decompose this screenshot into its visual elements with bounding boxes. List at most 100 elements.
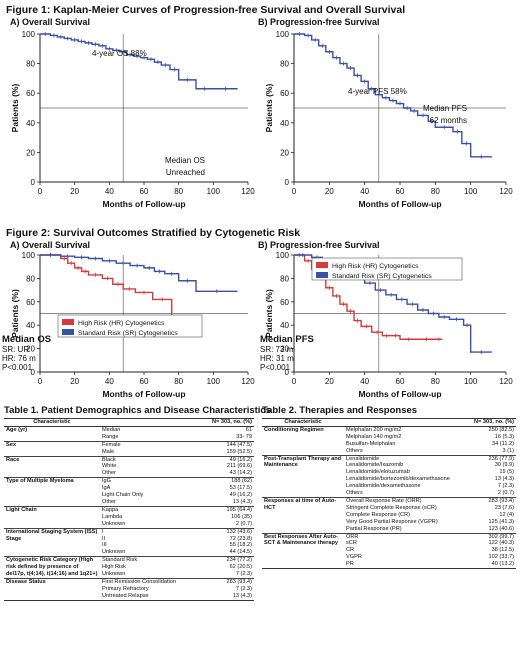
row-value: 2 (0.7) (235, 520, 252, 527)
legend-swatch (62, 329, 74, 335)
x-tick-label: 0 (38, 187, 43, 196)
table-row: Disease Status First Remission Consolidat… (4, 577, 254, 601)
y-axis-label: Patients (%) (10, 84, 20, 133)
row-label: VGPR (346, 554, 362, 561)
row-category: Disease Status (4, 577, 100, 601)
row-category: Sex (4, 440, 100, 457)
x-tick-label: 0 (38, 377, 43, 386)
x-axis-label: Months of Follow-up (358, 389, 441, 399)
y-axis-label: Patients (%) (264, 289, 274, 338)
table-row: Age (yr) Median 61 (4, 425, 254, 442)
row-value: 62 (20.5) (229, 564, 252, 571)
y-tick-label: 20 (280, 148, 289, 157)
row-label: Standard Risk (100, 556, 199, 565)
x-tick-label: 100 (207, 377, 221, 386)
row-value: 49 (16.2) (229, 492, 252, 499)
row-value: 283 (93.4) (198, 577, 254, 586)
table-row: Light Chain Only 49 (16.2) (4, 492, 254, 499)
row-value: 13 (4.3) (494, 476, 514, 483)
chart-annotation: Median PFS (423, 104, 467, 113)
chart-overall-survival-by-cytogenetics: 0 20 40 60 80 100 0 20 40 60 80 100 120 Months of Fol… (2, 251, 255, 399)
x-tick-label: 60 (396, 377, 405, 386)
row-value: 43 (14.2) (229, 470, 252, 477)
legend-swatch (316, 272, 328, 278)
y-axis-label: Patients (%) (264, 84, 274, 133)
table-row: Busulfan-Melphalan 34 (11.2) (262, 441, 516, 448)
legend-label: Standard Risk (SR) Cytogenetics (332, 273, 432, 280)
figure-2-panel-b-title: B) Progression-free Survival (258, 240, 380, 250)
legend-label: High Risk (HR) Cytogenetics (332, 263, 419, 270)
table-row: Responses at time of Auto-HCT Overall Res… (262, 496, 516, 533)
table-row: PR 40 (13.2) (262, 561, 516, 568)
row-value: 38 (12.5) (491, 547, 514, 554)
row-value: 40 (13.2) (491, 561, 514, 568)
row-label: Overall Response Rate (ORR) (344, 496, 467, 505)
row-value: 102 (33.7) (488, 554, 515, 561)
y-tick-label: 40 (280, 119, 289, 128)
row-value: 250 (82.5) (466, 425, 516, 434)
row-label: Lenalidomide (344, 454, 467, 463)
table-row: Very Good Partial Response (VGPR) 125 (41… (262, 519, 516, 526)
figure-2-panel-a-title: A) Overall Survival (10, 240, 91, 250)
row-value: 13 (4.3) (232, 498, 252, 505)
table-header-row: Characteristic N= 303, no. (%) (4, 418, 254, 427)
row-value: 122 (40.3) (488, 540, 515, 547)
x-tick-label: 40 (105, 187, 114, 196)
figure-1-panel-b-title: B) Progression-free Survival (258, 17, 380, 27)
row-value: 15 (5) (499, 469, 514, 476)
table-row: Primary Refractory 7 (2.3) (4, 586, 254, 593)
table-row: III 55 (18.2) (4, 542, 254, 549)
row-label: Melphalan 140 mg/m2 (346, 433, 402, 440)
row-label: Range (102, 433, 119, 440)
chart-annotation: SR: UR (2, 345, 29, 354)
x-tick-label: 120 (241, 377, 255, 386)
row-label: White (102, 463, 117, 470)
row-value: 55 (18.2) (229, 542, 252, 549)
row-label: Unknown (102, 520, 126, 527)
table-row: Sex Female 144 (47.5) (4, 440, 254, 457)
column-header (344, 418, 467, 427)
y-tick-label: 80 (280, 60, 289, 69)
row-value: 12 (4) (499, 511, 514, 518)
y-tick-label: 0 (31, 178, 36, 187)
row-label: Untreated Relapse (102, 592, 149, 599)
row-category: International Staging System (ISS) Stage (4, 527, 100, 557)
row-category: Type of Multiple Myeloma (4, 477, 100, 507)
x-tick-label: 60 (396, 187, 405, 196)
row-value: 34 (11.2) (492, 440, 514, 447)
row-label: Unknown (102, 571, 126, 578)
table-row: Light Chain Kappa 195 (64.4) (4, 505, 254, 529)
x-tick-label: 100 (464, 187, 478, 196)
table-row: Best Responses After Auto-SCT & Maintena… (262, 532, 516, 569)
row-label: Melphalan 200 mg/m2 (344, 425, 467, 434)
survival-curve-1 (40, 254, 186, 323)
row-value: 236 (77.9) (466, 454, 516, 463)
table-row: Range 33- 79 (4, 434, 254, 441)
row-label: ORR (344, 532, 467, 541)
y-tick-label: 80 (26, 60, 35, 69)
x-tick-label: 80 (431, 187, 440, 196)
row-value: 49 (16.2) (198, 455, 254, 464)
y-tick-label: 80 (280, 274, 289, 283)
chart-annotation: Median OS (165, 156, 205, 165)
figure-1-title: Figure 1: Kaplan-Meier Curves of Progres… (6, 4, 406, 16)
column-header: N= 303, no. (%) (466, 418, 516, 427)
row-label: Median (100, 425, 199, 434)
row-value: 7 (2.3) (235, 571, 252, 578)
y-tick-label: 0 (285, 178, 290, 187)
row-label: Kappa (100, 505, 199, 514)
row-label: Lenalidomide/Ixazomib (346, 462, 404, 469)
x-tick-label: 100 (464, 377, 478, 386)
x-tick-label: 60 (140, 187, 149, 196)
row-value: 33- 79 (236, 433, 252, 440)
row-label: Complete Response (CR) (346, 511, 411, 518)
x-tick-label: 60 (140, 377, 149, 386)
x-tick-label: 100 (207, 187, 221, 196)
table-row: Other 13 (4.3) (4, 499, 254, 506)
column-header: Characteristic (4, 418, 100, 427)
row-value: 7 (2.3) (235, 585, 252, 592)
table-row: Unknown 2 (0.7) (4, 521, 254, 528)
row-value: 23 (7.6) (494, 504, 514, 511)
chart-annotation: Median PFS (260, 334, 314, 345)
row-value: 211 (69.6) (226, 463, 252, 470)
